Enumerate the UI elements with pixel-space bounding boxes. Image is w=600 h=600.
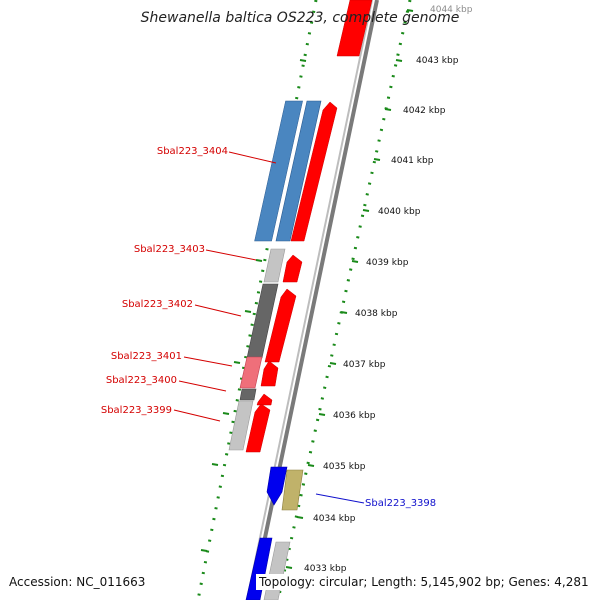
genome-summary-text: Topology: circular; Length: 5,145,902 bp…	[256, 574, 592, 590]
gene-label-sbal223-3404[interactable]: Sbal223_3404	[157, 146, 228, 157]
outer-dotted-track	[276, 0, 412, 600]
scale-label: 4039 kbp	[366, 258, 409, 268]
gene-reverse-blue-2	[245, 537, 273, 600]
scale-label: 4037 kbp	[343, 360, 386, 370]
gene-sbal223-3398	[281, 469, 304, 511]
scale-label: 4033 kbp	[304, 564, 347, 574]
scale-label: 4042 kbp	[403, 106, 446, 116]
gene-label-sbal223-3403[interactable]: Sbal223_3403	[134, 244, 205, 255]
scale-label: 4035 kbp	[323, 462, 366, 472]
forward-gene-sbal223-3402-pair	[264, 288, 297, 363]
scale-label: 4040 kbp	[378, 207, 421, 217]
gene-label-sbal223-3398[interactable]: Sbal223_3398	[365, 498, 436, 509]
scale-label: 4034 kbp	[313, 514, 356, 524]
forward-gene-sbal223-3403-pair	[282, 254, 303, 283]
gene-label-sbal223-3400[interactable]: Sbal223_3400	[106, 375, 177, 386]
gene-sbal223-3403	[263, 248, 286, 283]
gene-sbal223-3399	[228, 400, 254, 451]
scale-label: 4038 kbp	[355, 309, 398, 319]
scale-label: 4036 kbp	[333, 411, 376, 421]
forward-gene-sbal223-3399-pair	[245, 403, 271, 453]
inner-dotted-track	[196, 0, 318, 600]
gene-sbal223-3401	[239, 356, 263, 389]
scale-label: 4041 kbp	[391, 156, 434, 166]
inner-strand-genes	[228, 100, 322, 600]
gene-label-sbal223-3399[interactable]: Sbal223_3399	[101, 405, 172, 416]
forward-gene-sbal223-3401-pair	[260, 360, 279, 387]
gene-labels: Sbal223_3404 Sbal223_3403 Sbal223_3402 S…	[101, 146, 436, 509]
gene-sbal223-3400	[239, 388, 257, 401]
accession-text: Accession: NC_011663	[6, 574, 149, 590]
gene-sbal223-3404	[275, 100, 322, 242]
gene-reverse-blue-1	[266, 466, 288, 506]
scale-label: 4043 kbp	[416, 56, 459, 66]
forward-strand-genes	[245, 0, 373, 453]
gene-sbal223-3404-block	[254, 100, 303, 242]
forward-gene-top	[336, 0, 373, 57]
gene-label-sbal223-3401[interactable]: Sbal223_3401	[111, 351, 182, 362]
gene-label-leaders	[173, 151, 365, 504]
map-title: Shewanella baltica OS223, complete genom…	[141, 10, 460, 26]
gene-label-sbal223-3402[interactable]: Sbal223_3402	[122, 299, 193, 310]
forward-gene-sbal223-3404-pair	[290, 101, 338, 242]
genome-backbone-highlight	[246, 0, 373, 600]
outer-track-major-ticks	[285, 9, 414, 569]
scale-labels: 4044 kbp 4043 kbp 4042 kbp 4041 kbp 4040…	[304, 5, 473, 574]
forward-gene-sbal223-3400-pair	[256, 393, 273, 406]
scale-label: 4044 kbp	[430, 5, 473, 15]
